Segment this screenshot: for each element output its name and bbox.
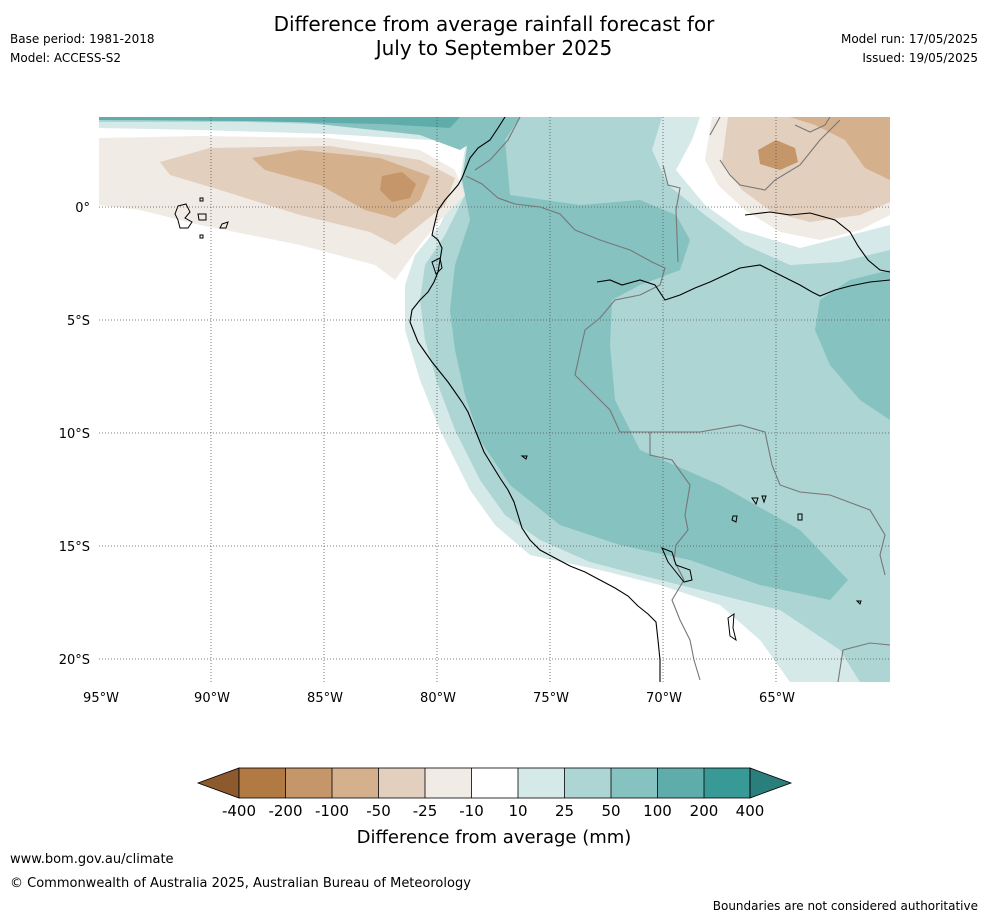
colorbar-segment-p10 bbox=[518, 768, 565, 798]
colorbar-segment-zero bbox=[471, 768, 518, 798]
colorbar: -400 -200 -100 -50 -25 -10 10 25 50 100 … bbox=[196, 767, 793, 848]
model-run-text: Model run: 17/05/2025 bbox=[840, 32, 978, 46]
longitude-labels: 95°W 90°W 85°W 80°W 75°W 70°W 65°W bbox=[83, 691, 795, 706]
issued-text: Issued: 19/05/2025 bbox=[862, 51, 978, 65]
copyright-text: © Commonwealth of Australia 2025, Austra… bbox=[10, 876, 471, 891]
lon-label-65w: 65°W bbox=[759, 691, 795, 706]
lon-label-75w: 75°W bbox=[533, 691, 569, 706]
anomaly-band-minus50-ne bbox=[790, 117, 890, 180]
lon-label-95w: 95°W bbox=[83, 691, 119, 706]
country-borders bbox=[465, 117, 890, 682]
anomaly-band-plus50-east bbox=[815, 270, 890, 420]
colorbar-dividers bbox=[238, 767, 751, 799]
colorbar-label: 100 bbox=[643, 802, 672, 820]
colorbar-label: 200 bbox=[690, 802, 719, 820]
colorbar-label: -400 bbox=[222, 802, 256, 820]
colorbar-title: Difference from average (mm) bbox=[357, 827, 632, 848]
anomaly-band-plus100 bbox=[99, 117, 460, 128]
colorbar-label: 25 bbox=[555, 802, 574, 820]
base-period-text: Base period: 1981-2018 bbox=[10, 32, 155, 46]
colorbar-extend-low bbox=[196, 767, 240, 799]
anomaly-band-minus50 bbox=[252, 150, 430, 218]
colorbar-segment-p25 bbox=[564, 768, 611, 798]
colorbar-label: -25 bbox=[413, 802, 438, 820]
metadata-right: Model run: 17/05/2025 Issued: 19/05/2025 bbox=[841, 30, 978, 68]
colorbar-segment-p50 bbox=[611, 768, 658, 798]
colorbar-label: -50 bbox=[366, 802, 391, 820]
colorbar-segment-p100 bbox=[657, 768, 704, 798]
rainfall-anomaly-field bbox=[99, 117, 890, 682]
colorbar-label: 50 bbox=[601, 802, 620, 820]
colorbar-segment-m25 bbox=[378, 768, 425, 798]
lat-label-15s: 15°S bbox=[59, 540, 90, 555]
colorbar-segment-m100 bbox=[285, 768, 332, 798]
graticule bbox=[99, 117, 890, 682]
lon-label-90w: 90°W bbox=[194, 691, 230, 706]
geography bbox=[174, 117, 890, 682]
title-line-2: July to September 2025 bbox=[375, 36, 613, 60]
colorbar-segment-p200 bbox=[704, 768, 750, 798]
lon-label-70w: 70°W bbox=[646, 691, 682, 706]
website-text: www.bom.gov.au/climate bbox=[10, 852, 174, 867]
colorbar-label: -100 bbox=[315, 802, 349, 820]
colorbar-segment-m50 bbox=[332, 768, 379, 798]
colorbar-label: -200 bbox=[268, 802, 302, 820]
anomaly-band-minus100-ne bbox=[758, 140, 798, 170]
lat-label-10s: 10°S bbox=[59, 427, 90, 442]
colorbar-label: 10 bbox=[508, 802, 527, 820]
colorbar-segment-m10 bbox=[425, 768, 472, 798]
islands bbox=[174, 197, 862, 642]
map-title: Difference from average rainfall forecas… bbox=[0, 12, 988, 60]
anomaly-band-plus50 bbox=[450, 117, 848, 600]
lat-label-20s: 20°S bbox=[59, 653, 90, 668]
colorbar-segment-m200 bbox=[239, 768, 286, 798]
anomaly-band-minus100 bbox=[380, 172, 416, 202]
colorbar-extend-high bbox=[749, 767, 793, 799]
colorbar-tick-labels: -400 -200 -100 -50 -25 -10 10 25 50 100 … bbox=[222, 802, 764, 820]
disclaimer-text: Boundaries are not considered authoritat… bbox=[712, 899, 978, 913]
coastline bbox=[409, 117, 890, 682]
title-line-1: Difference from average rainfall forecas… bbox=[273, 12, 715, 36]
lat-label-5s: 5°S bbox=[67, 314, 90, 329]
lat-label-0: 0° bbox=[75, 201, 90, 216]
colorbar-label: 400 bbox=[736, 802, 765, 820]
metadata-left: Base period: 1981-2018 Model: ACCESS-S2 bbox=[10, 30, 155, 68]
latitude-labels: 0° 5°S 10°S 15°S 20°S bbox=[59, 201, 90, 668]
model-text: Model: ACCESS-S2 bbox=[10, 51, 122, 65]
lon-label-80w: 80°W bbox=[420, 691, 456, 706]
lon-label-85w: 85°W bbox=[307, 691, 343, 706]
colorbar-label: -10 bbox=[459, 802, 484, 820]
